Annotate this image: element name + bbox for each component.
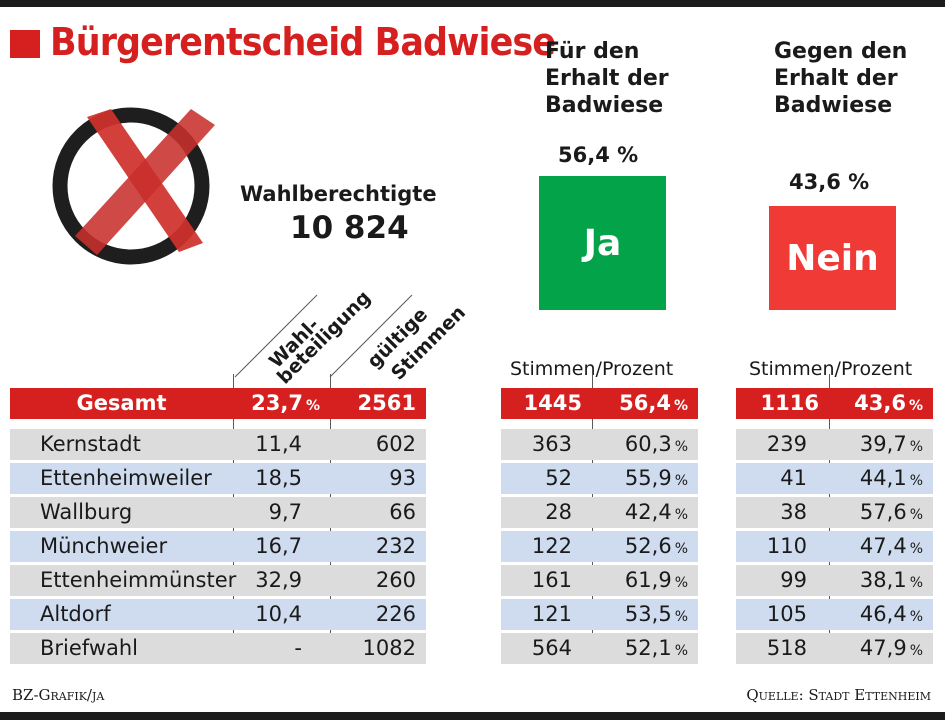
table-row-contra: 41 44,1%	[736, 463, 933, 494]
footer-credit: BZ-Grafik/ja	[12, 686, 105, 704]
bar-nein: Nein	[769, 206, 896, 310]
bottom-border	[0, 712, 945, 720]
no-votes-value: 518	[766, 636, 807, 660]
yes-votes-value: 121	[531, 602, 572, 626]
yes-votes-value: 564	[531, 636, 572, 660]
turnout-value: 18,5	[255, 466, 302, 490]
district-name: Altdorf	[40, 602, 111, 626]
no-votes-value: 38	[780, 500, 807, 524]
eligible-value: 10 824	[290, 210, 409, 246]
valid-votes-value: 232	[375, 534, 416, 558]
total-row-contra: 1116 43,6%	[736, 388, 933, 419]
contra-heading: Gegen den Erhalt der Badwiese	[774, 39, 908, 118]
yes-pct-value: 55,9%	[624, 466, 688, 490]
table-row-pro: 28 42,4%	[501, 497, 698, 528]
eligible-label: Wahlberechtigte	[240, 182, 437, 206]
no-votes-value: 105	[766, 602, 807, 626]
district-name: Kernstadt	[40, 432, 141, 456]
yes-pct-value: 53,5%	[624, 602, 688, 626]
valid-votes-value: 602	[375, 432, 416, 456]
total-no-votes: 1116	[760, 391, 819, 415]
table-row: Münchweier 16,7 232	[10, 531, 426, 562]
table-row-pro: 161 61,9%	[501, 565, 698, 596]
no-pct-value: 39,7%	[859, 432, 923, 456]
total-yes-votes: 1445	[523, 391, 582, 415]
no-pct-value: 47,4%	[859, 534, 923, 558]
no-votes-value: 110	[766, 534, 807, 558]
turnout-value: 10,4	[255, 602, 302, 626]
valid-votes-value: 66	[389, 500, 416, 524]
turnout-value: 32,9	[255, 568, 302, 592]
district-name: Münchweier	[40, 534, 168, 558]
valid-votes-value: 93	[389, 466, 416, 490]
table-row-contra: 38 57,6%	[736, 497, 933, 528]
table-row: Ettenheimmünster 32,9 260	[10, 565, 426, 596]
district-name: Ettenheimmünster	[40, 568, 237, 592]
yes-pct-value: 60,3%	[624, 432, 688, 456]
table-row: Briefwahl - 1082	[10, 633, 426, 664]
table-row-pro: 564 52,1%	[501, 633, 698, 664]
contra-votes-header: Stimmen/Prozent	[749, 358, 913, 380]
valid-votes-value: 260	[375, 568, 416, 592]
no-pct-value: 57,6%	[859, 500, 923, 524]
table-row-contra: 239 39,7%	[736, 429, 933, 460]
district-name: Briefwahl	[40, 636, 139, 660]
total-row-pro: 1445 56,4%	[501, 388, 698, 419]
table-row-pro: 363 60,3%	[501, 429, 698, 460]
total-name: Gesamt	[76, 391, 167, 415]
table-row-pro: 52 55,9%	[501, 463, 698, 494]
no-pct-value: 38,1%	[859, 568, 923, 592]
footer-source: Quelle: Stadt Ettenheim	[746, 686, 931, 704]
district-name: Wallburg	[40, 500, 133, 524]
turnout-value: 11,4	[255, 432, 302, 456]
yes-votes-value: 363	[531, 432, 572, 456]
total-valid: 2561	[357, 391, 416, 415]
no-votes-value: 99	[780, 568, 807, 592]
yes-pct-value: 42,4%	[624, 500, 688, 524]
turnout-value: 16,7	[255, 534, 302, 558]
table-row: Altdorf 10,4 226	[10, 599, 426, 630]
yes-votes-value: 122	[531, 534, 572, 558]
ballot-cross-icon	[52, 107, 215, 265]
table-row: Wallburg 9,7 66	[10, 497, 426, 528]
yes-votes-value: 161	[531, 568, 572, 592]
total-row-left: Gesamt 23,7% 2561	[10, 388, 426, 419]
table-row: Kernstadt 11,4 602	[10, 429, 426, 460]
title-marker	[10, 30, 40, 58]
table-row-contra: 518 47,9%	[736, 633, 933, 664]
no-pct-value: 46,4%	[859, 602, 923, 626]
total-turnout: 23,7%	[251, 391, 320, 415]
turnout-value: -	[294, 636, 302, 660]
yes-votes-value: 28	[545, 500, 572, 524]
contra-percent-label: 43,6 %	[789, 170, 870, 194]
yes-pct-value: 61,9%	[624, 568, 688, 592]
pro-heading: Für den Erhalt der Badwiese	[545, 39, 669, 118]
total-yes-pct: 56,4%	[619, 391, 688, 415]
table-row-contra: 110 47,4%	[736, 531, 933, 562]
no-pct-value: 47,9%	[859, 636, 923, 660]
bar-ja: Ja	[539, 176, 666, 310]
valid-votes-value: 226	[375, 602, 416, 626]
table-row: Ettenheimweiler 18,5 93	[10, 463, 426, 494]
pro-percent-label: 56,4 %	[558, 143, 639, 167]
table-row-pro: 122 52,6%	[501, 531, 698, 562]
no-votes-value: 41	[780, 466, 807, 490]
column-headers: Wahl- beteiligung gültige Stimmen	[234, 287, 470, 385]
table-row-contra: 99 38,1%	[736, 565, 933, 596]
yes-pct-value: 52,1%	[624, 636, 688, 660]
yes-votes-value: 52	[545, 466, 572, 490]
table-row-contra: 105 46,4%	[736, 599, 933, 630]
district-name: Ettenheimweiler	[40, 466, 212, 490]
no-votes-value: 239	[766, 432, 807, 456]
top-border	[0, 0, 945, 7]
turnout-value: 9,7	[268, 500, 302, 524]
table-row-pro: 121 53,5%	[501, 599, 698, 630]
pro-votes-header: Stimmen/Prozent	[510, 358, 674, 380]
page-title: Bürgerentscheid Badwiese	[50, 20, 556, 64]
total-no-pct: 43,6%	[854, 391, 923, 415]
yes-pct-value: 52,6%	[624, 534, 688, 558]
valid-votes-value: 1082	[362, 636, 416, 660]
no-pct-value: 44,1%	[859, 466, 923, 490]
